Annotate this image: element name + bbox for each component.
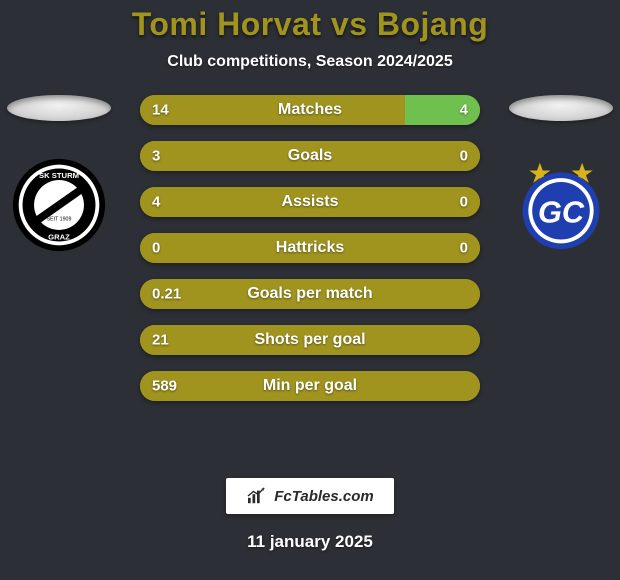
- stat-bar-value-p1: 14: [152, 102, 169, 119]
- stat-bar-value-p1: 0: [152, 240, 160, 257]
- chart-icon: [246, 487, 268, 505]
- stat-bar-value-p2: 0: [460, 240, 468, 257]
- player2-silhouette: [509, 95, 613, 121]
- svg-text:SEIT 1909: SEIT 1909: [47, 216, 72, 222]
- right-player-column: GC: [506, 95, 616, 253]
- stat-bar-fill-p2: [405, 95, 480, 125]
- club-crest-right: GC: [513, 157, 609, 253]
- stat-bar: Goals 3 0: [140, 141, 480, 171]
- stat-bar: Assists 4 0: [140, 187, 480, 217]
- stat-bar-value-p2: 4: [460, 102, 468, 119]
- content-wrapper: Tomi Horvat vs Bojang Club competitions,…: [0, 0, 620, 580]
- stat-bar-value-p1: 589: [152, 378, 177, 395]
- stat-bar: Goals per match 0.21: [140, 279, 480, 309]
- svg-text:GRAZ: GRAZ: [48, 233, 70, 242]
- left-player-column: SK STURM GRAZ SEIT 1909: [4, 95, 114, 253]
- stat-bar-label: Hattricks: [276, 239, 344, 257]
- club-crest-left: SK STURM GRAZ SEIT 1909: [11, 157, 107, 253]
- stat-bar-label: Matches: [278, 101, 342, 119]
- footer: FcTables.com 11 january 2025: [0, 466, 620, 552]
- title-player2: Bojang: [377, 6, 488, 42]
- title-player1: Tomi Horvat: [132, 6, 322, 42]
- stat-bar: Matches 14 4: [140, 95, 480, 125]
- svg-text:SK STURM: SK STURM: [39, 171, 79, 180]
- stat-bar: Min per goal 589: [140, 371, 480, 401]
- stat-bar-value-p1: 3: [152, 148, 160, 165]
- branding-text: FcTables.com: [274, 488, 373, 505]
- branding-badge: FcTables.com: [226, 478, 394, 514]
- subtitle: Club competitions, Season 2024/2025: [167, 53, 452, 71]
- stat-bar-label: Goals: [288, 147, 332, 165]
- stat-bar-value-p1: 4: [152, 194, 160, 211]
- page-title: Tomi Horvat vs Bojang: [132, 6, 489, 43]
- stat-bar: Shots per goal 21: [140, 325, 480, 355]
- stat-bar-value-p2: 0: [460, 148, 468, 165]
- date-text: 11 january 2025: [247, 532, 373, 552]
- stat-bars: Matches144Goals30Assists40Hattricks00Goa…: [140, 95, 480, 401]
- stat-bar-value-p2: 0: [460, 194, 468, 211]
- stat-bar-label: Goals per match: [247, 285, 372, 303]
- stat-bar-value-p1: 0.21: [152, 286, 181, 303]
- stat-bar: Hattricks 0 0: [140, 233, 480, 263]
- stat-bar-value-p1: 21: [152, 332, 169, 349]
- stat-bar-label: Shots per goal: [254, 331, 365, 349]
- player1-silhouette: [7, 95, 111, 121]
- title-vs: vs: [331, 6, 368, 42]
- stat-bar-label: Assists: [282, 193, 339, 211]
- stat-bar-label: Min per goal: [263, 377, 357, 395]
- svg-text:GC: GC: [538, 194, 585, 229]
- stat-bar-fill-p1: [140, 95, 405, 125]
